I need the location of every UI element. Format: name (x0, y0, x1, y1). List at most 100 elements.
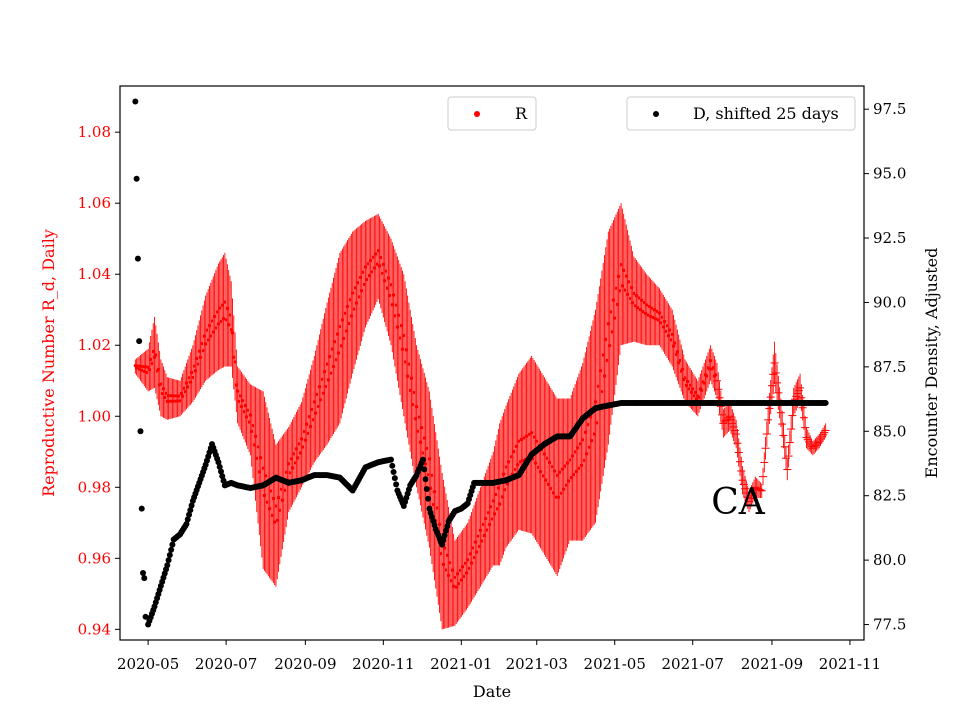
d-point (822, 399, 829, 406)
r-point (494, 492, 498, 497)
r-point (673, 341, 677, 345)
r-point (178, 399, 182, 403)
r-point (356, 281, 360, 285)
r-point (244, 415, 249, 419)
r-point (680, 367, 685, 371)
d-point (440, 537, 447, 544)
r-point (345, 304, 350, 309)
r-point (271, 496, 276, 501)
r-point (692, 394, 696, 398)
r-point (408, 388, 412, 392)
r-point (452, 584, 456, 588)
r-point (391, 293, 396, 297)
r-point (402, 334, 406, 338)
r-point (550, 465, 554, 469)
r-point (501, 472, 506, 476)
r-point (321, 391, 325, 395)
r-point (416, 429, 420, 433)
x-tick-label: 2020-07 (195, 655, 257, 673)
r-point (386, 276, 391, 280)
r-point (376, 249, 380, 253)
d-point (142, 613, 149, 620)
r-point (429, 486, 433, 490)
r-point (276, 496, 281, 500)
r-point (308, 424, 313, 429)
right-tick-label: 77.5 (873, 616, 906, 634)
r-point (423, 462, 428, 466)
r-point (545, 456, 549, 460)
r-point (351, 291, 355, 295)
r-point (417, 415, 421, 419)
r-point (189, 370, 194, 375)
r-point (219, 319, 223, 323)
r-point (177, 394, 181, 398)
r-point (214, 326, 218, 330)
r-point (338, 325, 342, 329)
r-point (399, 323, 403, 328)
r-point (362, 282, 366, 287)
r-point (665, 324, 669, 328)
d-point (421, 466, 428, 473)
r-point (160, 392, 164, 396)
r-point (547, 460, 552, 465)
d-point (184, 516, 191, 523)
r-point (462, 574, 466, 579)
r-point (243, 403, 247, 408)
r-point (468, 552, 472, 556)
r-point (444, 568, 448, 572)
r-point (183, 389, 187, 394)
r-point (574, 469, 578, 474)
r-point (305, 422, 309, 426)
r-point (467, 566, 471, 571)
r-point (569, 475, 573, 480)
r-point (379, 255, 383, 260)
right-tick-label: 90.0 (873, 293, 906, 311)
d-series-group (132, 98, 829, 628)
r-point (689, 390, 694, 394)
r-point (381, 262, 385, 266)
r-point (166, 394, 171, 398)
r-point (374, 252, 378, 256)
r-point (156, 367, 160, 372)
right-tick-label: 92.5 (873, 229, 906, 247)
r-point (629, 285, 633, 290)
r-point (331, 364, 336, 369)
r-point (287, 462, 291, 466)
r-point (570, 454, 575, 458)
r-point (627, 280, 631, 284)
r-point (212, 314, 217, 319)
r-point (393, 314, 397, 318)
r-point (565, 461, 570, 465)
r-point (515, 463, 520, 467)
r-point (469, 561, 474, 565)
r-point (315, 392, 319, 396)
d-point (164, 562, 171, 569)
r-point (425, 446, 429, 451)
r-point (137, 367, 141, 371)
r-point (246, 408, 250, 412)
r-point (360, 289, 364, 293)
r-point (247, 420, 251, 424)
x-axis: 2020-05 2020-07 2020-09 2020-11 2021-01 2021-… (117, 640, 881, 673)
r-point (133, 363, 137, 368)
r-point (187, 376, 191, 380)
r-point (163, 395, 167, 400)
r-point (581, 438, 585, 442)
r-point (170, 399, 175, 403)
r-point (186, 385, 190, 389)
right-tick-label: 82.5 (873, 487, 906, 505)
r-point (625, 292, 630, 296)
r-point (363, 265, 368, 269)
r-point (578, 442, 582, 446)
d-point (132, 98, 139, 105)
r-point (234, 383, 238, 387)
r-point (567, 479, 571, 483)
r-point (666, 333, 671, 338)
r-point (579, 463, 584, 467)
d-point (169, 541, 176, 548)
r-point (669, 338, 673, 342)
r-point (251, 424, 255, 428)
r-point (450, 568, 454, 572)
r-point (593, 400, 598, 404)
r-point (319, 398, 323, 402)
